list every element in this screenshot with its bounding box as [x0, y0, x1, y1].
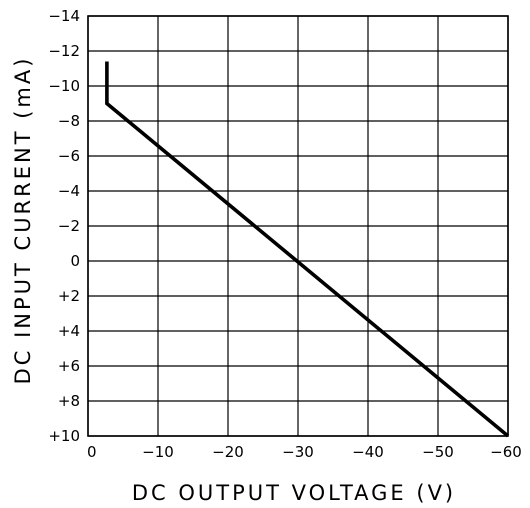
x-tick-label: −10	[142, 443, 174, 461]
y-tick-label: +2	[58, 287, 80, 305]
plot-border	[87, 15, 509, 437]
series-lines	[105, 61, 510, 438]
x-tick-label: −60	[490, 443, 522, 461]
y-tick-label: −8	[58, 112, 80, 130]
y-tick-label: −12	[48, 42, 80, 60]
y-tick-label: −14	[48, 7, 80, 25]
y-tick-label: −4	[58, 182, 80, 200]
x-axis-title: DC OUTPUT VOLTAGE (V)	[132, 481, 456, 505]
y-tick-label: +10	[48, 427, 80, 445]
y-tick-label: −2	[58, 217, 80, 235]
x-tick-label: −20	[212, 443, 244, 461]
y-tick-label: −10	[48, 77, 80, 95]
x-tick-label: −50	[422, 443, 454, 461]
y-tick-label: −6	[58, 147, 80, 165]
y-axis-title: DC INPUT CURRENT (mA)	[11, 56, 35, 385]
y-tick-label: +6	[58, 357, 80, 375]
x-tick-label: −40	[352, 443, 384, 461]
x-tick-label: −30	[282, 443, 314, 461]
x-tick-label: 0	[87, 443, 97, 461]
plot-frame	[87, 15, 509, 437]
series-line	[105, 61, 510, 438]
grid	[87, 15, 509, 437]
y-tick-label: +8	[58, 392, 80, 410]
y-tick-labels: −14 −12 −10 −8 −6 −4 −2 0 +2 +4 +6 +8 +10	[48, 7, 80, 445]
y-tick-label: +4	[58, 322, 80, 340]
x-tick-labels: 0 −10 −20 −30 −40 −50 −60	[87, 443, 522, 461]
y-tick-label: 0	[70, 252, 80, 270]
